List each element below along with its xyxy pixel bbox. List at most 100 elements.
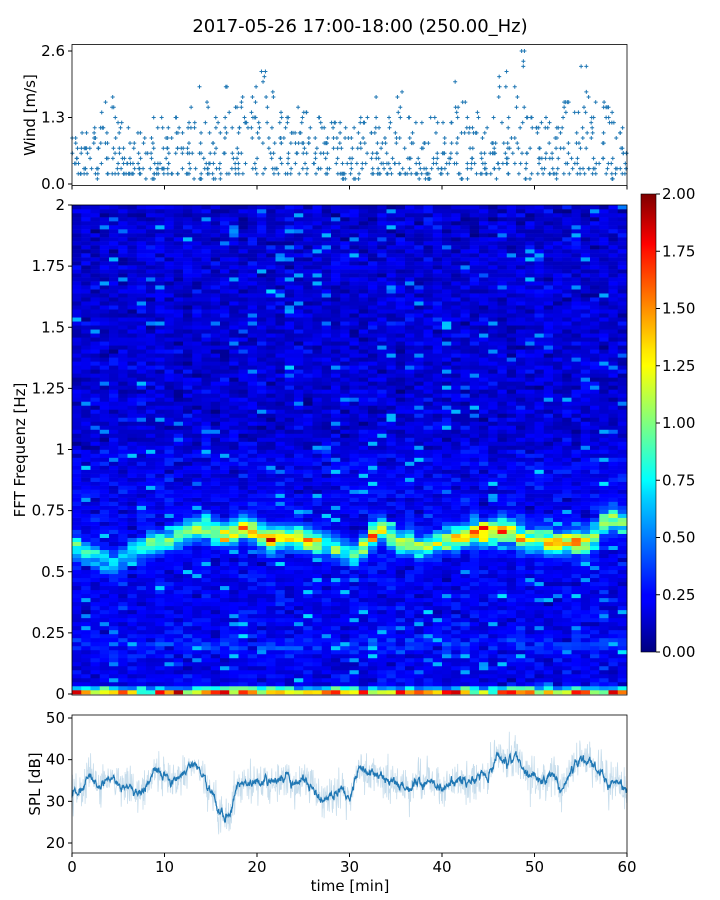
spectrogram-cell: [349, 581, 360, 587]
spectrogram-cell: [340, 233, 350, 238]
spectrogram-cell: [349, 609, 360, 615]
spectrogram-cell: [155, 437, 165, 442]
spectrogram-cell: [331, 681, 341, 687]
spectrogram-cell: [99, 277, 110, 282]
spectrogram-cell: [210, 217, 221, 222]
wind-point: [584, 146, 589, 151]
spectrogram-cell: [201, 293, 212, 298]
spectrogram-cell: [368, 689, 378, 695]
wind-point: [494, 176, 499, 181]
spectrogram-cell: [155, 261, 165, 266]
spectrogram-cell: [331, 557, 341, 563]
spectrogram-cell: [340, 549, 350, 555]
spectrogram-cells: [72, 205, 628, 695]
spectrogram-cell: [284, 393, 295, 398]
spectrogram-cell: [164, 373, 175, 378]
spectrogram-cell: [220, 341, 230, 346]
spectrogram-cell: [192, 269, 202, 274]
spectrogram-cell: [136, 485, 147, 490]
wind-point: [405, 156, 410, 161]
spectrogram-cell: [321, 401, 332, 406]
spectrogram-cell: [349, 605, 360, 611]
spectrogram-cell: [247, 549, 258, 555]
spectrogram-cell: [238, 637, 249, 643]
spectrogram-cell: [127, 425, 138, 430]
spectrogram-cell: [127, 413, 138, 418]
spectrogram-cell: [340, 353, 350, 358]
spectrogram-cell: [368, 605, 378, 611]
spectrogram-cell: [275, 573, 286, 579]
spectrogram-cell: [303, 609, 313, 615]
spectrogram-cell: [247, 233, 258, 238]
spectrogram-cell: [312, 301, 323, 306]
spectrogram-cell: [358, 525, 369, 530]
spectrogram-cell: [201, 277, 212, 282]
spectrogram-cell: [220, 509, 230, 514]
spectrogram-cell: [368, 317, 378, 322]
wind-point: [400, 89, 405, 94]
wind-point: [343, 125, 348, 130]
spectrogram-cell: [90, 217, 101, 222]
spectrogram-cell: [312, 669, 323, 675]
wind-point: [475, 110, 480, 115]
spectrogram-cell: [238, 493, 249, 498]
wind-point: [201, 156, 206, 161]
spectrogram-cell: [340, 241, 350, 246]
spectrogram-cell: [210, 685, 221, 691]
spectrogram-cell: [220, 657, 230, 663]
spectrogram-cell: [349, 217, 360, 222]
wind-point: [554, 176, 559, 181]
spectrogram-cell: [238, 249, 249, 254]
spectrogram-cell: [109, 681, 119, 687]
spectrogram-cell: [266, 313, 276, 318]
spectrogram-cell: [349, 225, 360, 230]
spectrogram-cell: [155, 661, 165, 667]
spectrogram-cell: [99, 353, 110, 358]
spectrogram-cell: [220, 561, 230, 567]
spectrogram-cell: [220, 669, 230, 675]
spectrogram-cell: [155, 625, 165, 631]
wind-point: [585, 130, 590, 135]
spectrogram-cell: [118, 205, 128, 210]
spectrogram-cell: [136, 577, 147, 583]
spectrogram-cell: [201, 345, 212, 350]
spectrogram-cell: [340, 525, 350, 530]
spectrogram-cell: [284, 533, 295, 538]
spectrogram-cell: [358, 229, 369, 234]
spectrogram-cell: [349, 625, 360, 631]
spectrogram-cell: [99, 669, 110, 675]
wind-point: [402, 146, 407, 151]
spectrogram-cell: [266, 393, 276, 398]
spectrogram-cell: [229, 393, 239, 398]
spectrogram-cell: [118, 549, 128, 555]
spectrogram-cell: [229, 653, 239, 659]
spectrogram-cell: [303, 513, 313, 518]
spectrogram-cell: [183, 573, 193, 579]
spectrogram-cell: [257, 225, 267, 230]
spectrogram-cell: [155, 665, 165, 671]
spectrogram-cell: [303, 629, 313, 635]
spectrogram-cell: [377, 581, 387, 587]
spectrogram-cell: [377, 665, 387, 671]
spectrogram-cell: [155, 593, 165, 599]
wind-point: [550, 151, 555, 156]
spectrogram-cell: [368, 209, 378, 214]
spectrogram-cell: [164, 657, 175, 663]
spectrogram-cell: [136, 621, 147, 627]
spectrogram-cell: [192, 677, 202, 683]
spectrogram-cell: [247, 593, 258, 599]
spectrogram-cell: [238, 505, 249, 510]
spectrogram-cell: [220, 429, 230, 434]
spectrogram-cell: [136, 317, 147, 322]
spectrogram-cell: [127, 485, 138, 490]
spectrogram-cell: [275, 305, 286, 310]
spectrogram-cell: [294, 345, 304, 350]
wind-point: [406, 115, 411, 120]
spectrogram-cell: [109, 473, 119, 478]
spectrogram-cell: [275, 265, 286, 270]
spectrogram-cell: [257, 417, 267, 422]
spectrogram-cell: [183, 549, 193, 555]
spectrogram-cell: [72, 273, 82, 278]
spectrogram-cell: [146, 241, 156, 246]
wind-point: [119, 120, 124, 125]
